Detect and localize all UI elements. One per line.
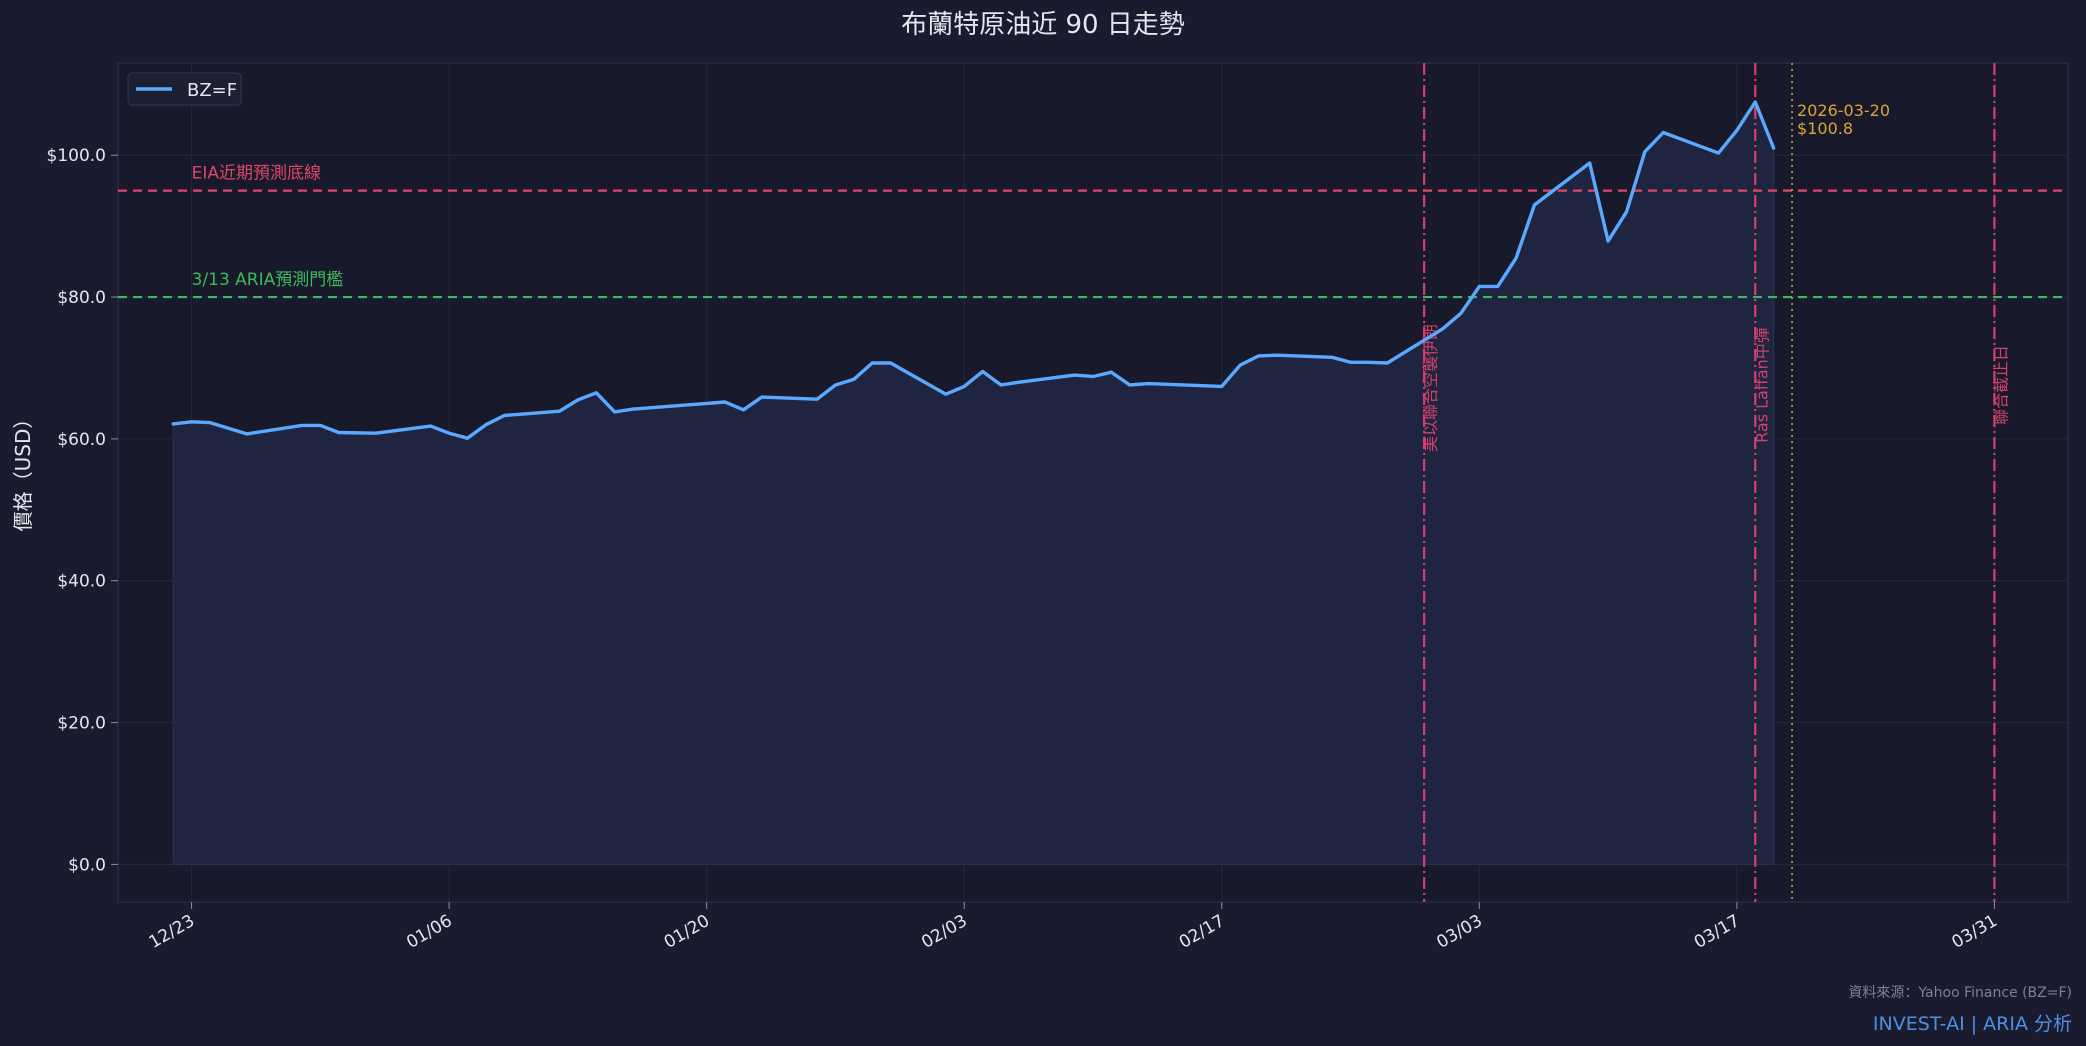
chart-title: 布蘭特原油近 90 日走勢 (901, 10, 1185, 40)
y-axis-label: 價格（USD） (11, 409, 35, 532)
legend-box (127, 72, 242, 106)
current-price-label: $100.8 (1797, 119, 1853, 138)
brand-label: INVEST-AI | ARIA 分析 (1872, 1013, 2072, 1035)
x-tick-label: 03/31 (1948, 911, 2000, 953)
x-tick-label: 02/17 (1176, 911, 1228, 953)
x-tick-label: 03/03 (1433, 911, 1485, 953)
legend-label: BZ=F (187, 80, 237, 101)
x-tick-label: 03/17 (1691, 911, 1743, 953)
x-tick-label: 01/20 (661, 911, 713, 953)
data-source-note: 資料來源：Yahoo Finance (BZ=F) (1848, 985, 2072, 1001)
y-tick-label: $60.0 (57, 430, 106, 450)
price-line (171, 100, 1776, 440)
reference-line-label: 3/13 ARIA預測門檻 (192, 270, 344, 290)
x-tick-label: 12/23 (146, 911, 198, 953)
y-tick-label: $80.0 (57, 288, 106, 308)
x-tick-label: 02/03 (918, 911, 970, 953)
event-line-label: Ras Laffan中彈 (1752, 327, 1771, 443)
current-date-label: 2026-03-20 (1797, 101, 1890, 120)
y-tick-label: $0.0 (68, 855, 106, 875)
event-line-label: 聯合截止日 (1991, 345, 2010, 425)
y-tick-label: $100.0 (47, 146, 106, 166)
x-tick-label: 01/06 (403, 911, 455, 953)
y-tick-label: $20.0 (57, 714, 106, 734)
y-tick-label: $40.0 (57, 572, 106, 592)
event-line-label: 美以聯合空襲伊朗 (1421, 324, 1440, 452)
reference-line-label: EIA近期預測底線 (192, 164, 321, 184)
